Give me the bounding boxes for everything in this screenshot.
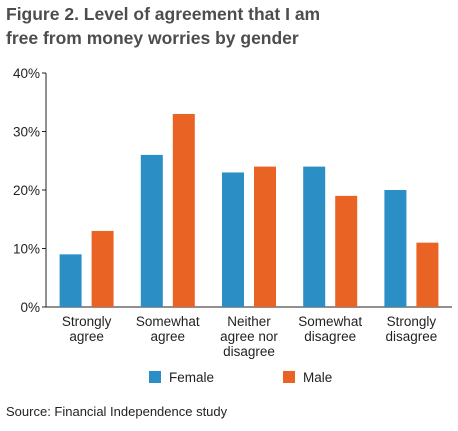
legend-swatch-female <box>149 371 161 383</box>
y-axis: 0% 10% 20% 30% 40% <box>13 66 452 315</box>
bar-male <box>254 166 276 307</box>
y-tick-label: 40% <box>13 66 40 81</box>
bar-female <box>222 172 244 307</box>
y-tick-label: 20% <box>13 183 40 198</box>
bar-male <box>91 230 114 307</box>
legend: Female Male <box>149 370 332 385</box>
legend-label-male: Male <box>303 370 332 385</box>
source-note: Source: Financial Independence study <box>6 404 228 419</box>
bar-male <box>172 113 195 307</box>
bar-female <box>384 190 407 307</box>
bar-female <box>303 166 326 307</box>
bar-female <box>140 154 163 307</box>
bar-chart: 0% 10% 20% 30% 40% Strongly agree Somewhat agre… <box>13 66 452 385</box>
bars <box>59 113 439 307</box>
x-category-label: Somewhat disagree <box>298 314 362 344</box>
y-tick-label: 30% <box>13 125 40 140</box>
legend-swatch-male <box>283 371 295 383</box>
x-category-label: Neither agree nor disagree <box>220 314 278 359</box>
x-category-label: Strongly agree <box>62 314 112 344</box>
title-line-2: free from money worries by gender <box>6 28 299 48</box>
y-tick-label: 10% <box>13 242 40 257</box>
x-axis-labels: Strongly agree Somewhat agree Neither agree n… <box>62 314 437 359</box>
x-category-label: Somewhat agree <box>136 314 200 344</box>
title-line-1: Figure 2. Level of agreement that I am <box>6 4 321 24</box>
y-tick-label: 0% <box>20 300 40 315</box>
legend-label-female: Female <box>169 370 214 385</box>
bar-male <box>416 242 439 307</box>
bar-female <box>59 254 82 307</box>
x-category-label: Strongly disagree <box>386 314 438 344</box>
bar-male <box>335 195 358 307</box>
chart-title: Figure 2. Level of agreement that I am f… <box>6 2 446 50</box>
